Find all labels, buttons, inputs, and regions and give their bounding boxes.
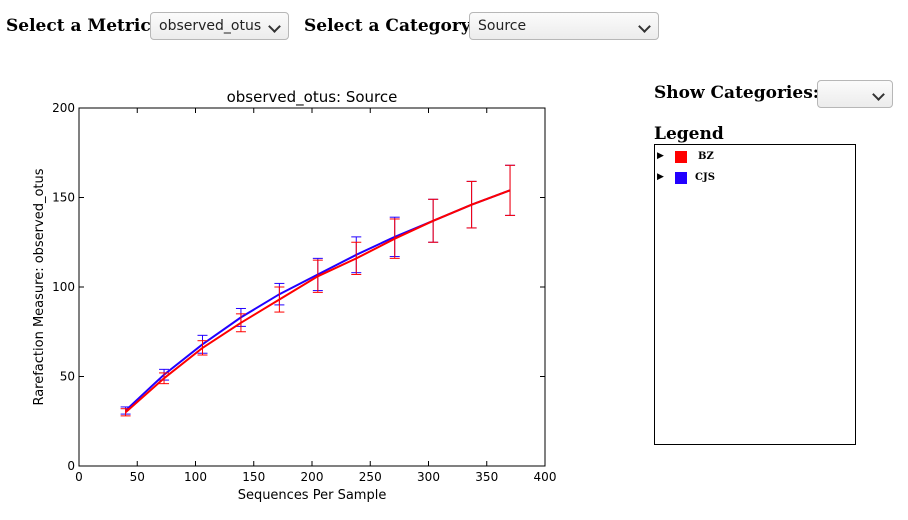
y-tick-label: 150: [52, 191, 75, 205]
x-tick-label: 300: [417, 470, 440, 484]
show-categories-label: Show Categories:: [654, 83, 820, 103]
expand-triangle-icon[interactable]: ▶: [657, 172, 664, 182]
metric-select[interactable]: observed_otus: [150, 12, 289, 40]
y-tick-label: 0: [67, 459, 75, 473]
x-tick-label: 100: [184, 470, 207, 484]
x-tick-label: 250: [359, 470, 382, 484]
legend-swatch-bz: [675, 151, 687, 163]
y-tick-label: 200: [52, 101, 75, 115]
chevron-down-icon: [638, 20, 651, 33]
x-tick-label: 50: [130, 470, 145, 484]
rarefaction-chart: observed_otus: Source Sequences Per Samp…: [32, 88, 556, 503]
x-axis-label: Sequences Per Sample: [238, 488, 387, 503]
plot-area: 0 50 100 150 200 250 300 350 400 0 50 100 150 200: [52, 101, 556, 484]
x-tick-label: 200: [301, 470, 324, 484]
legend-title: Legend: [654, 124, 724, 144]
y-axis-label: Rarefaction Measure: observed_otus: [32, 168, 47, 405]
metric-select-value: observed_otus: [159, 18, 262, 34]
metric-label: Select a Metric:: [6, 16, 157, 36]
legend-swatch-cjs: [675, 172, 687, 184]
x-tick-label: 150: [242, 470, 265, 484]
legend-item-cjs[interactable]: ▶ CJS: [655, 171, 855, 185]
category-select[interactable]: Source: [469, 12, 659, 40]
series-line-bz: [124, 189, 511, 414]
legend-label-cjs: CJS: [695, 172, 715, 183]
y-tick-label: 50: [60, 370, 75, 384]
category-label: Select a Category:: [304, 16, 477, 36]
y-tick-label: 100: [52, 280, 75, 294]
legend-label-bz: BZ: [698, 151, 714, 162]
legend-item-bz[interactable]: ▶ BZ: [655, 150, 855, 164]
plot-frame: [78, 107, 546, 467]
x-tick-label: 0: [75, 470, 83, 484]
chevron-down-icon: [872, 88, 885, 101]
chevron-down-icon: [268, 20, 281, 33]
x-tick-label: 400: [534, 470, 557, 484]
series-line-cjs: [124, 189, 511, 412]
expand-triangle-icon[interactable]: ▶: [657, 151, 664, 161]
category-select-value: Source: [478, 18, 527, 34]
legend-box: ▶ BZ ▶ CJS: [654, 144, 856, 445]
chart-title: observed_otus: Source: [227, 88, 398, 107]
x-tick-label: 350: [475, 470, 498, 484]
show-categories-select[interactable]: [817, 80, 893, 108]
